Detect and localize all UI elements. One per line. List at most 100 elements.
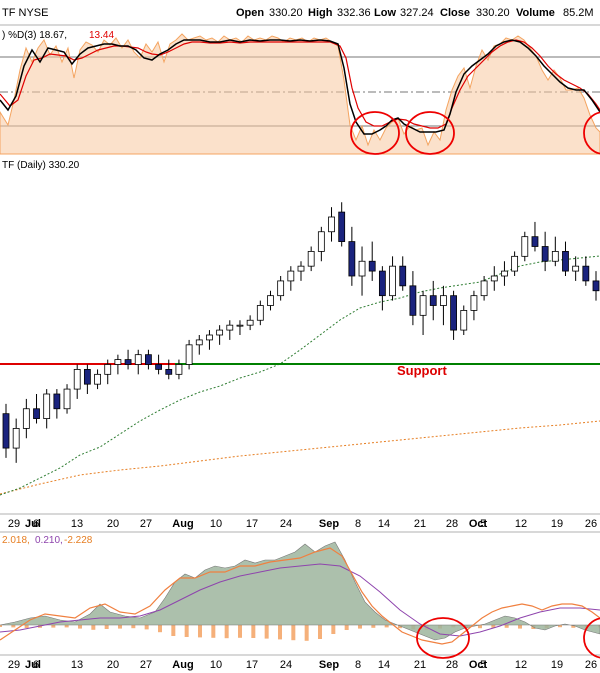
macd-bar xyxy=(344,625,349,630)
candle xyxy=(419,290,427,335)
candle xyxy=(256,300,264,326)
date-tick-label: Oct xyxy=(469,659,488,671)
candle-body-up xyxy=(277,280,285,297)
date-tick-label: 24 xyxy=(280,518,292,530)
candle-body-down xyxy=(348,241,356,277)
candle-body-up xyxy=(43,393,51,419)
candle-body-up xyxy=(511,255,519,272)
candle xyxy=(317,226,325,262)
date-tick-label: Jul xyxy=(25,518,41,530)
open-label: Open xyxy=(236,7,264,19)
macd-bar xyxy=(504,625,509,628)
candle xyxy=(216,325,224,345)
candle xyxy=(368,241,376,281)
date-tick-label: 20 xyxy=(107,518,119,530)
candle-body-up xyxy=(317,231,325,252)
candle-body-down xyxy=(562,251,569,272)
candle xyxy=(592,271,600,301)
macd-bar xyxy=(304,625,309,641)
stoch-circle-3 xyxy=(583,111,600,155)
stoch-legend-d: 13.44 xyxy=(89,30,114,41)
candle xyxy=(297,261,305,281)
candle-body-up xyxy=(501,270,508,277)
macd-panel: 2.018, 0.210, -2.228 xyxy=(0,531,600,659)
candle xyxy=(206,330,213,350)
candle xyxy=(450,290,457,340)
macd-legend-a: 2.018, xyxy=(2,535,30,546)
macd-bar xyxy=(104,625,109,629)
macd-bar xyxy=(144,625,149,630)
macd-bar xyxy=(118,625,122,629)
low-label: Low xyxy=(374,7,396,19)
ma200-line xyxy=(0,420,600,495)
candle xyxy=(287,266,295,291)
macd-bar xyxy=(571,625,576,628)
candle-body-down xyxy=(582,265,590,282)
candle xyxy=(12,418,20,463)
candle xyxy=(33,394,40,424)
candle xyxy=(175,359,183,380)
candle-body-up xyxy=(419,295,427,316)
macd-area xyxy=(0,541,600,641)
macd-circle-1 xyxy=(416,617,470,659)
ticker-label: TF NYSE xyxy=(2,7,48,19)
date-tick-label: Oct xyxy=(469,518,488,530)
candle-body-up xyxy=(490,275,498,282)
close-label: Close xyxy=(440,7,470,19)
macd-bar xyxy=(211,625,216,638)
date-tick-label: 5 xyxy=(480,659,486,671)
ma50-line xyxy=(0,255,600,496)
macd-bar xyxy=(198,625,202,638)
candle-body-up xyxy=(297,265,305,272)
macd-bar xyxy=(91,625,96,630)
candle-body-up xyxy=(12,428,20,449)
candle-body-up xyxy=(256,305,264,321)
candle-body-down xyxy=(450,295,457,331)
stoch-d-line xyxy=(0,39,600,129)
stochastic-panel: ) %D(3) 18.67, 13.44 xyxy=(0,24,600,155)
candle xyxy=(470,290,478,321)
date-tick-label: 27 xyxy=(140,518,152,530)
macd-circle-2 xyxy=(583,617,600,659)
candle xyxy=(572,256,580,281)
candle-body-up xyxy=(307,251,315,267)
macd-bar xyxy=(371,625,376,628)
candlestick-series xyxy=(2,202,600,463)
date-tick-label: 14 xyxy=(378,518,390,530)
candle xyxy=(226,320,234,340)
candle-body-down xyxy=(145,354,152,365)
candle-body-up xyxy=(195,339,203,346)
macd-bar xyxy=(491,625,496,628)
date-tick-label: 10 xyxy=(210,659,222,671)
candle-body-up xyxy=(389,265,396,297)
volume-label: Volume xyxy=(516,7,555,19)
candle-body-down xyxy=(2,413,10,449)
candle xyxy=(246,315,254,331)
candle xyxy=(155,354,162,375)
macd-bar xyxy=(158,625,162,633)
macd-bar xyxy=(558,625,562,628)
candle-body-down xyxy=(531,236,539,247)
date-tick-label: 19 xyxy=(551,659,563,671)
stoch-legend-k: ) %D(3) 18.67, xyxy=(2,30,67,41)
candle-body-up xyxy=(94,373,101,385)
candle-body-up xyxy=(358,260,366,277)
date-tick-label: 13 xyxy=(71,518,83,530)
candle-body-down xyxy=(83,369,91,385)
macd-bar xyxy=(0,625,2,627)
candle-body-up xyxy=(246,319,254,326)
header-bar: TF NYSE Open 330.20 High 332.36 Low 327.… xyxy=(2,7,594,19)
candle xyxy=(43,389,51,429)
candle xyxy=(83,364,91,394)
candle xyxy=(358,246,366,296)
macd-bar xyxy=(171,625,176,636)
date-tick-label: 26 xyxy=(585,518,597,530)
high-value: 332.36 xyxy=(337,7,371,19)
date-tick-label: 13 xyxy=(71,659,83,671)
candle xyxy=(501,261,508,286)
candle-body-up xyxy=(104,364,112,375)
macd-bar xyxy=(264,625,269,639)
candle xyxy=(185,339,193,370)
candle-body-down xyxy=(155,364,162,370)
